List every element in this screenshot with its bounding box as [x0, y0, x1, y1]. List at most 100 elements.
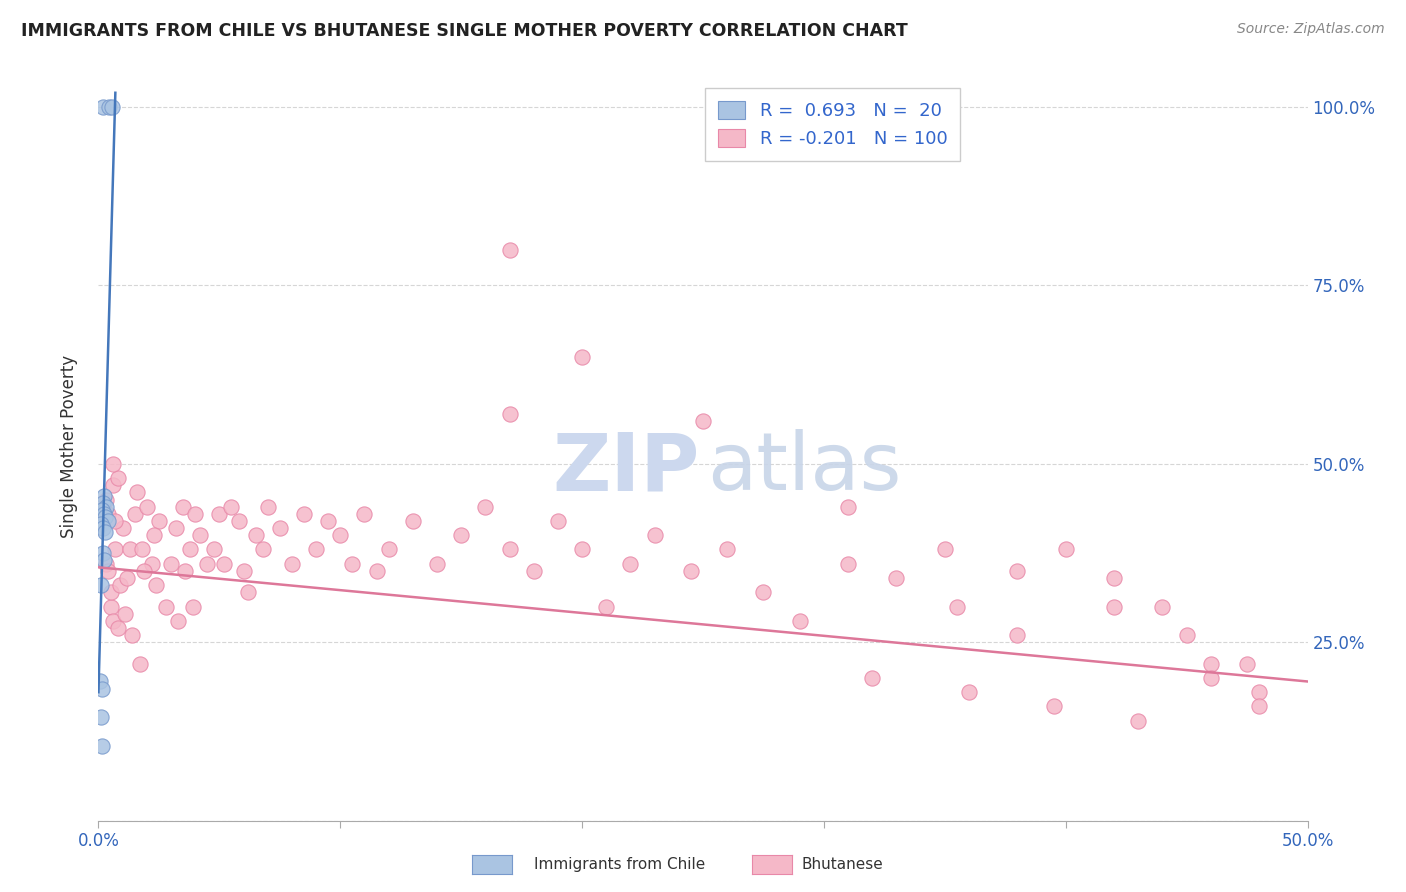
- Point: [281, 557, 304, 571]
- Point: [184, 507, 207, 521]
- Point: [716, 542, 738, 557]
- Point: [571, 350, 593, 364]
- Point: [305, 542, 328, 557]
- Point: [90, 710, 112, 724]
- Point: [101, 478, 124, 492]
- Point: [426, 557, 449, 571]
- Legend: R =  0.693   N =  20, R = -0.201   N = 100: R = 0.693 N = 20, R = -0.201 N = 100: [706, 88, 960, 161]
- Point: [160, 557, 183, 571]
- Point: [498, 542, 520, 557]
- Point: [135, 500, 157, 514]
- Point: [498, 407, 520, 421]
- Point: [179, 542, 201, 557]
- Point: [1102, 571, 1125, 585]
- Point: [167, 614, 190, 628]
- Point: [342, 557, 364, 571]
- Point: [172, 500, 194, 514]
- Point: [91, 521, 114, 535]
- Point: [90, 681, 112, 696]
- Point: [474, 500, 496, 514]
- Point: [90, 578, 112, 592]
- Point: [91, 739, 114, 753]
- Point: [377, 542, 399, 557]
- Point: [547, 514, 569, 528]
- Point: [1054, 542, 1077, 557]
- Point: [316, 514, 339, 528]
- Point: [121, 628, 143, 642]
- Point: [692, 414, 714, 428]
- Point: [1249, 699, 1271, 714]
- Point: [860, 671, 883, 685]
- Point: [94, 557, 117, 571]
- Point: [752, 585, 775, 599]
- Point: [269, 521, 291, 535]
- Point: [523, 564, 546, 578]
- Text: atlas: atlas: [707, 429, 901, 508]
- Point: [93, 507, 115, 521]
- Point: [141, 557, 163, 571]
- Point: [94, 510, 117, 524]
- Point: [571, 542, 593, 557]
- Point: [104, 514, 127, 528]
- Point: [148, 514, 170, 528]
- Point: [94, 492, 117, 507]
- Point: [1236, 657, 1258, 671]
- Point: [256, 500, 278, 514]
- Point: [90, 503, 112, 517]
- Point: [1152, 599, 1174, 614]
- Point: [1102, 599, 1125, 614]
- Point: [1042, 699, 1064, 714]
- Point: [946, 599, 969, 614]
- Point: [165, 521, 187, 535]
- Point: [104, 542, 127, 557]
- Point: [789, 614, 811, 628]
- Point: [208, 507, 231, 521]
- Point: [155, 599, 177, 614]
- Text: Bhutanese: Bhutanese: [801, 857, 883, 872]
- Text: ZIP: ZIP: [553, 429, 699, 508]
- Point: [93, 489, 115, 503]
- Point: [94, 500, 117, 514]
- Point: [145, 578, 167, 592]
- Point: [221, 500, 243, 514]
- Point: [252, 542, 274, 557]
- Point: [89, 674, 111, 689]
- Point: [1128, 714, 1150, 728]
- Point: [101, 457, 124, 471]
- Point: [91, 496, 114, 510]
- Point: [114, 607, 136, 621]
- Point: [97, 100, 120, 114]
- Point: [329, 528, 352, 542]
- Y-axis label: Single Mother Poverty: Single Mother Poverty: [59, 354, 77, 538]
- Point: [1007, 628, 1029, 642]
- Point: [212, 557, 235, 571]
- Point: [245, 528, 267, 542]
- Point: [181, 599, 204, 614]
- Point: [238, 585, 260, 599]
- Point: [1249, 685, 1271, 699]
- Point: [93, 524, 115, 539]
- Point: [91, 546, 114, 560]
- Point: [292, 507, 315, 521]
- Point: [195, 557, 218, 571]
- Point: [100, 585, 122, 599]
- Point: [107, 471, 129, 485]
- Point: [90, 517, 112, 532]
- Point: [837, 500, 859, 514]
- Point: [97, 564, 120, 578]
- Point: [934, 542, 956, 557]
- Point: [143, 528, 166, 542]
- Point: [644, 528, 666, 542]
- Point: [353, 507, 375, 521]
- Point: [595, 599, 617, 614]
- Point: [108, 578, 131, 592]
- Point: [886, 571, 908, 585]
- Point: [93, 553, 115, 567]
- Point: [174, 564, 197, 578]
- Point: [128, 657, 150, 671]
- Point: [97, 507, 120, 521]
- Point: [111, 521, 134, 535]
- Point: [1175, 628, 1198, 642]
- Point: [450, 528, 472, 542]
- Point: [100, 599, 122, 614]
